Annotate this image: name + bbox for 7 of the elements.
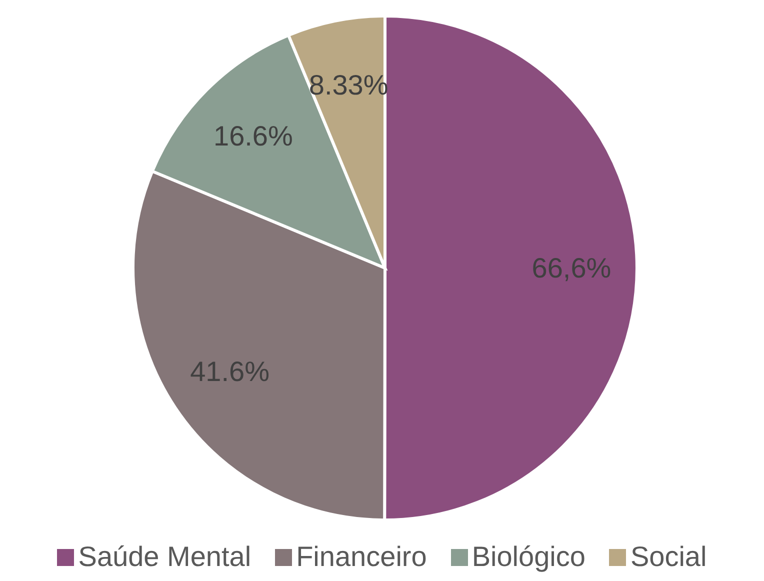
legend-label: Social [629,541,707,573]
data-label: 41.6% [190,356,270,387]
legend-label: Biológico [470,541,586,573]
legend-label: Financeiro [295,541,427,573]
legend-label: Saúde Mental [77,541,252,573]
data-label: 66,6% [532,252,612,284]
data-label: 16.6% [214,120,293,152]
